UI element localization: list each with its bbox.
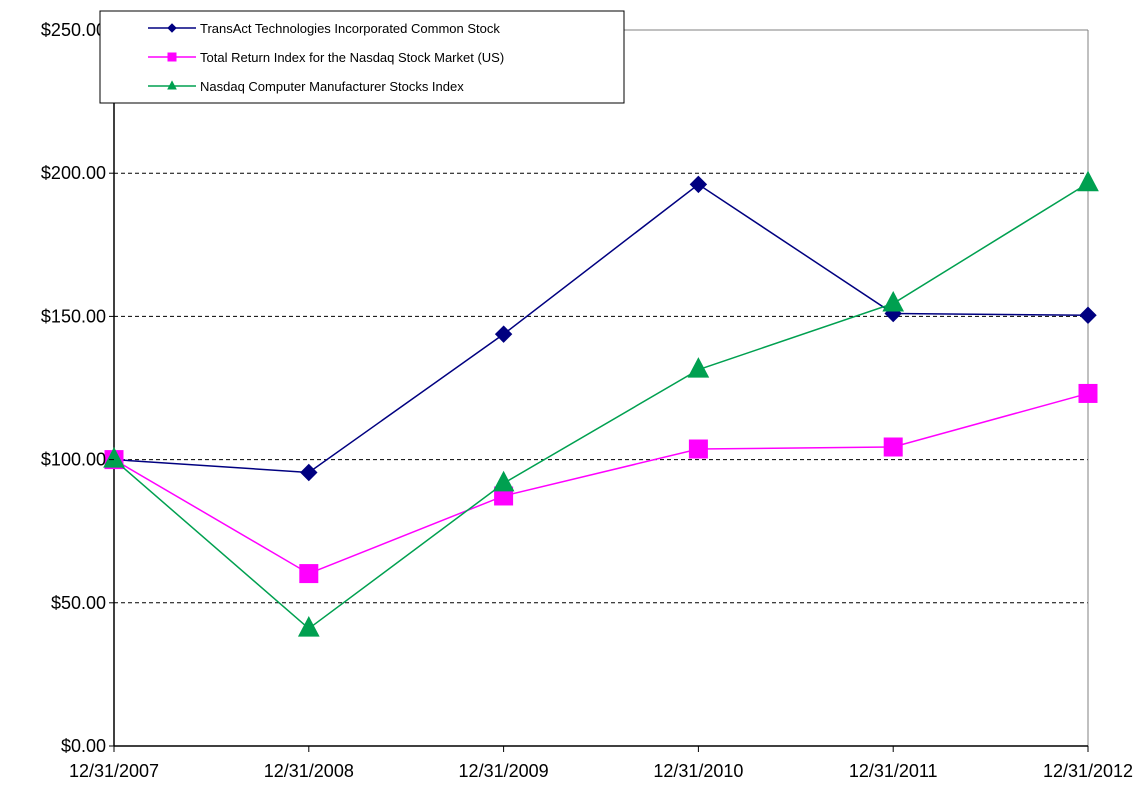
series-2 bbox=[104, 383, 1098, 584]
y-axis-ticks: $0.00 $50.00 $100.00 $150.00 $200.00 $250.00 bbox=[41, 20, 114, 756]
series-lines bbox=[103, 170, 1099, 637]
series-line bbox=[113, 392, 1089, 575]
x-tick-label: 12/31/2009 bbox=[459, 761, 549, 781]
x-axis-ticks: 12/31/2007 12/31/2008 12/31/2009 12/31/2010… bbox=[69, 746, 1133, 781]
legend-label: Total Return Index for the Nasdaq Stock … bbox=[200, 50, 504, 65]
x-tick-label: 12/31/2008 bbox=[264, 761, 354, 781]
y-tick-label: $250.00 bbox=[41, 20, 106, 40]
data-point-triangle bbox=[687, 357, 710, 378]
y-tick-label: $100.00 bbox=[41, 450, 106, 470]
legend: TransAct Technologies Incorporated Commo… bbox=[99, 10, 625, 104]
data-point-triangle bbox=[297, 616, 320, 637]
data-point-triangle bbox=[882, 290, 905, 312]
data-point-square bbox=[1078, 383, 1098, 403]
y-tick-label: $150.00 bbox=[41, 306, 106, 326]
series-1 bbox=[105, 175, 1097, 482]
legend-marker-diamond bbox=[167, 23, 177, 33]
data-point-triangle bbox=[1077, 170, 1099, 192]
axes bbox=[113, 29, 1089, 747]
data-point-diamond bbox=[689, 175, 708, 194]
data-point-square bbox=[883, 437, 903, 457]
x-tick-label: 12/31/2011 bbox=[849, 761, 938, 781]
y-tick-label: $0.00 bbox=[61, 736, 106, 756]
legend-marker-square bbox=[167, 52, 177, 62]
legend-label: Nasdaq Computer Manufacturer Stocks Inde… bbox=[200, 79, 464, 94]
y-tick-label: $50.00 bbox=[51, 593, 106, 613]
data-point-square bbox=[688, 439, 708, 459]
data-point-triangle bbox=[103, 447, 125, 468]
x-tick-label: 12/31/2010 bbox=[653, 761, 743, 781]
series-3 bbox=[103, 170, 1099, 637]
legend-marker-triangle bbox=[167, 80, 177, 90]
data-point-triangle bbox=[492, 470, 515, 492]
series-line bbox=[113, 183, 1089, 474]
series-line bbox=[113, 182, 1089, 630]
x-tick-label: 12/31/2012 bbox=[1043, 761, 1133, 781]
data-point-diamond bbox=[494, 325, 513, 343]
legend-label: TransAct Technologies Incorporated Commo… bbox=[200, 21, 500, 36]
y-tick-label: $200.00 bbox=[41, 163, 106, 183]
x-tick-label: 12/31/2007 bbox=[69, 761, 159, 781]
data-point-diamond bbox=[300, 463, 318, 482]
data-point-diamond bbox=[1079, 306, 1097, 324]
data-point-square bbox=[299, 564, 319, 584]
gridlines bbox=[114, 172, 1088, 604]
